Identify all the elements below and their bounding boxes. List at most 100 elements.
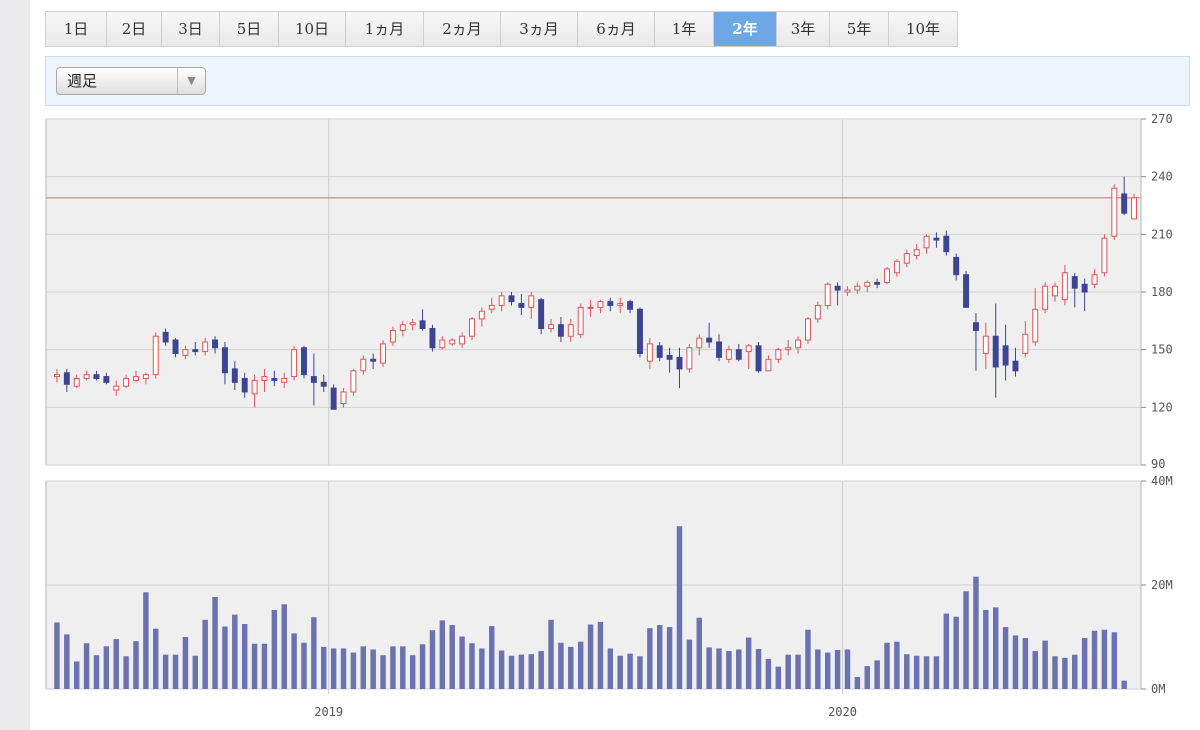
volume-bar[interactable] (469, 643, 475, 689)
volume-bar[interactable] (330, 648, 337, 689)
candle-up[interactable] (281, 378, 288, 383)
candle-up[interactable] (123, 378, 130, 387)
volume-bar[interactable] (241, 624, 248, 689)
volume-bar[interactable] (1022, 638, 1029, 689)
tab-period-13[interactable]: 5年 (830, 12, 889, 46)
candle-up[interactable] (923, 235, 930, 249)
candle-down[interactable] (221, 347, 228, 374)
candle-up[interactable] (251, 379, 258, 395)
volume-bar[interactable] (153, 628, 159, 689)
candle-down[interactable] (310, 376, 317, 383)
candle-up[interactable] (577, 306, 584, 335)
volume-bar[interactable] (54, 622, 60, 689)
candle-up[interactable] (795, 339, 802, 349)
candle-up[interactable] (597, 301, 604, 308)
stock-chart[interactable]: 270 240 210 180 150 120 90 40M 20M 0M 2019 2020 (30, 0, 1200, 730)
volume-bar[interactable] (508, 655, 515, 689)
tab-period-2[interactable]: 2日 (107, 12, 162, 46)
candle-down[interactable] (972, 322, 979, 331)
volume-bar[interactable] (311, 617, 317, 689)
candle-down[interactable] (636, 308, 643, 355)
candle-up[interactable] (686, 347, 693, 370)
candle-down[interactable] (241, 378, 248, 393)
candle-down[interactable] (666, 354, 673, 360)
volume-bar[interactable] (123, 656, 129, 689)
volume-bar[interactable] (884, 642, 890, 689)
candle-up[interactable] (1111, 187, 1118, 237)
volume-bar[interactable] (765, 658, 772, 689)
volume-bar[interactable] (429, 630, 436, 689)
volume-bar[interactable] (212, 596, 218, 689)
volume-bar[interactable] (785, 654, 791, 689)
volume-bar[interactable] (202, 619, 208, 689)
volume-bar[interactable] (904, 654, 910, 689)
volume-bar[interactable] (815, 649, 821, 689)
candle-up[interactable] (73, 378, 80, 387)
candle-up[interactable] (1101, 237, 1108, 274)
volume-bar[interactable] (93, 655, 100, 689)
candle-up[interactable] (893, 260, 900, 274)
candle-down[interactable] (1121, 193, 1128, 214)
volume-bar[interactable] (1072, 654, 1078, 689)
volume-bar[interactable] (340, 648, 347, 689)
tab-period-3[interactable]: 3日 (162, 12, 220, 46)
candle-up[interactable] (913, 249, 920, 256)
volume-bar[interactable] (538, 651, 544, 689)
candle-down[interactable] (508, 295, 515, 303)
volume-bar[interactable] (933, 656, 940, 689)
candle-up[interactable] (1131, 197, 1138, 220)
candle-down[interactable] (320, 381, 327, 387)
candle-down[interactable] (301, 347, 307, 376)
volume-bar[interactable] (419, 644, 426, 689)
candle-down[interactable] (419, 320, 426, 330)
candle-up[interactable] (745, 345, 752, 353)
candle-down[interactable] (933, 237, 940, 241)
volume-bar[interactable] (192, 655, 199, 689)
volume-bar[interactable] (380, 655, 386, 689)
tab-period-12[interactable]: 3年 (777, 12, 830, 46)
volume-bar[interactable] (854, 677, 861, 689)
volume-bar[interactable] (1042, 640, 1048, 689)
candle-down[interactable] (429, 328, 436, 349)
candle-down[interactable] (943, 235, 950, 253)
volume-bar[interactable] (657, 625, 663, 689)
candle-down[interactable] (231, 368, 238, 383)
volume-bar[interactable] (726, 651, 732, 689)
volume-bar[interactable] (83, 643, 90, 689)
volume-bar[interactable] (449, 625, 455, 689)
volume-bar[interactable] (390, 646, 396, 689)
candle-down[interactable] (656, 345, 663, 358)
volume-bar[interactable] (1062, 657, 1068, 689)
candle-down[interactable] (103, 376, 110, 383)
candle-up[interactable] (261, 376, 268, 381)
candle-up[interactable] (399, 324, 406, 331)
candle-up[interactable] (1091, 274, 1098, 285)
volume-bar[interactable] (558, 642, 564, 689)
candle-up[interactable] (142, 374, 149, 379)
volume-bar[interactable] (261, 643, 268, 689)
candle-up[interactable] (982, 335, 989, 355)
volume-bar[interactable] (182, 637, 189, 689)
candle-up[interactable] (844, 289, 851, 293)
tab-period-8[interactable]: 3ヵ月 (501, 12, 578, 46)
volume-bar[interactable] (1032, 651, 1038, 689)
candle-down[interactable] (93, 374, 100, 379)
volume-bar[interactable] (587, 624, 594, 689)
candle-down[interactable] (330, 387, 337, 410)
volume-bar[interactable] (1081, 638, 1088, 689)
volume-bar[interactable] (479, 648, 485, 689)
candle-up[interactable] (488, 304, 495, 310)
volume-bar[interactable] (825, 652, 831, 689)
volume-bar[interactable] (894, 641, 900, 689)
tab-period-5[interactable]: 10日 (279, 12, 346, 46)
volume-bar[interactable] (1111, 632, 1118, 689)
candle-up[interactable] (725, 349, 732, 360)
volume-bar[interactable] (291, 633, 297, 689)
volume-bar[interactable] (736, 649, 742, 689)
candle-up[interactable] (360, 358, 367, 372)
tab-period-7[interactable]: 2ヵ月 (424, 12, 501, 46)
candle-down[interactable] (992, 335, 999, 368)
volume-bar[interactable] (350, 652, 357, 689)
candle-up[interactable] (1032, 308, 1039, 343)
volume-bar[interactable] (943, 613, 950, 689)
